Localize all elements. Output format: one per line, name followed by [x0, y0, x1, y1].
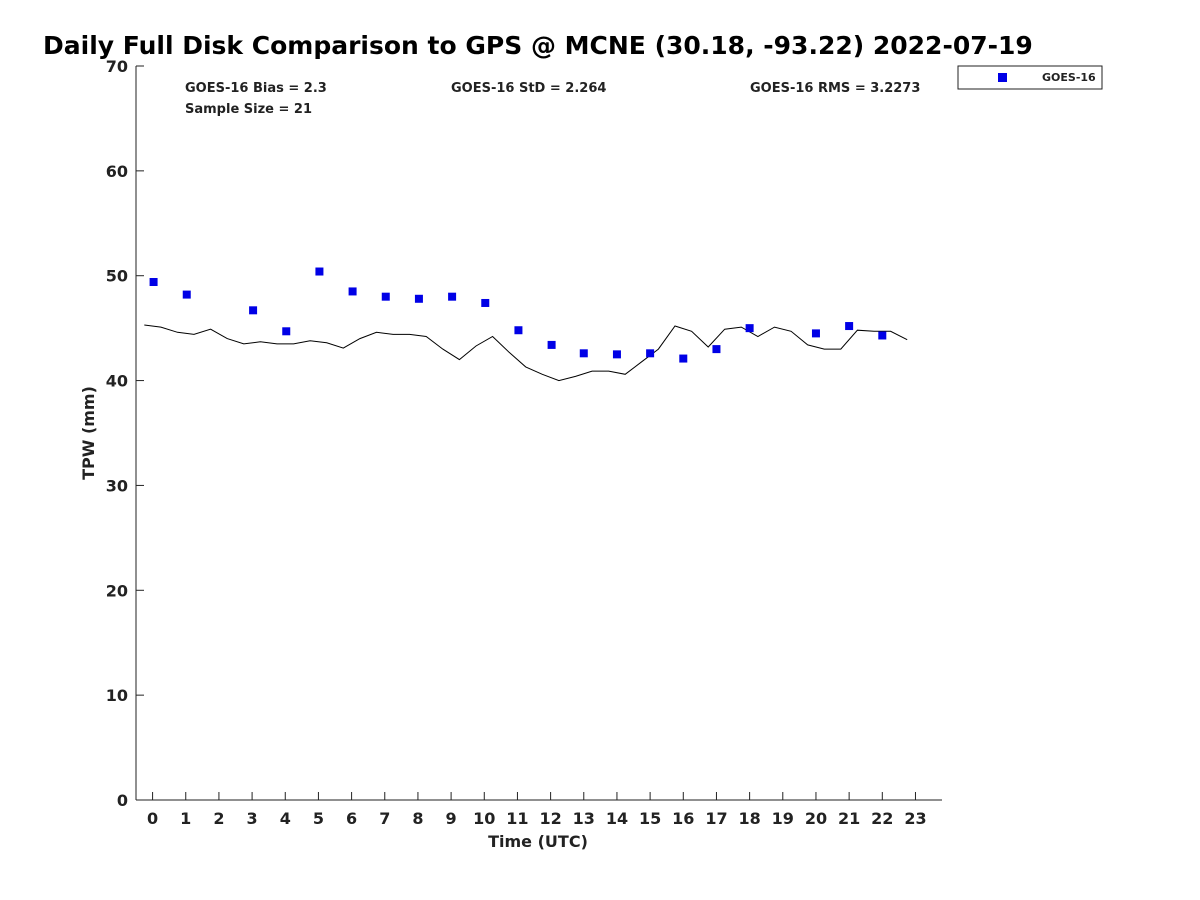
y-axis-label: TPW (mm) [79, 386, 98, 480]
goes16-point [646, 349, 655, 358]
goes16-point [182, 290, 191, 299]
x-tick-label: 3 [247, 809, 258, 828]
y-tick-label: 50 [106, 267, 128, 286]
y-tick-label: 40 [106, 372, 128, 391]
x-tick-label: 18 [738, 809, 760, 828]
x-tick-label: 1 [180, 809, 191, 828]
legend: GOES-16 [957, 65, 1103, 90]
x-tick-label: 0 [147, 809, 158, 828]
x-tick-label: 23 [904, 809, 926, 828]
goes16-point [878, 331, 887, 340]
plot-axes [135, 66, 942, 801]
x-tick-label: 12 [539, 809, 561, 828]
goes16-point [348, 287, 357, 296]
std-stat: GOES-16 StD = 2.264 [451, 81, 606, 96]
x-tick-label: 22 [871, 809, 893, 828]
goes16-point [481, 298, 490, 307]
goes16-point [149, 278, 158, 287]
y-tick-label: 10 [106, 686, 128, 705]
goes16-point [712, 345, 721, 354]
x-tick-label: 20 [805, 809, 827, 828]
x-tick-label: 9 [446, 809, 457, 828]
x-tick-label: 14 [606, 809, 628, 828]
x-tick-label: 21 [838, 809, 860, 828]
x-tick-label: 10 [473, 809, 495, 828]
goes16-point [448, 292, 457, 301]
y-tick-label: 70 [106, 57, 128, 76]
series-layer [144, 267, 908, 382]
x-tick-label: 6 [346, 809, 357, 828]
sample-size-stat: Sample Size = 21 [185, 102, 312, 117]
x-tick-label: 13 [573, 809, 595, 828]
x-tick-label: 15 [639, 809, 661, 828]
y-tick-label: 20 [106, 581, 128, 600]
legend-box [957, 65, 1103, 90]
goes16-point [249, 306, 258, 315]
goes16-point [315, 267, 324, 276]
y-ticks: 0 10 20 30 40 50 60 70 [106, 57, 144, 810]
x-tick-label: 17 [705, 809, 727, 828]
goes16-point [547, 340, 556, 349]
x-tick-label: 4 [280, 809, 291, 828]
x-tick-label: 19 [772, 809, 794, 828]
x-axis-label: Time (UTC) [488, 832, 588, 851]
goes16-point [414, 294, 423, 303]
gps-tpw-line [144, 324, 908, 382]
goes16-point [282, 327, 291, 336]
y-tick-label: 60 [106, 162, 128, 181]
y-tick-label: 0 [117, 791, 128, 810]
goes16-point [514, 326, 523, 335]
goes16-point [811, 329, 820, 338]
goes16-point [612, 350, 621, 359]
goes16-point [745, 324, 754, 333]
goes16-point [381, 292, 390, 301]
legend-marker-goes16 [998, 73, 1007, 82]
x-ticks: 0 1 2 3 4 5 6 7 8 9 10 11 12 13 14 15 16 17 18 19 20 21 22 23 [147, 792, 927, 828]
bias-stat: GOES-16 Bias = 2.3 [185, 81, 327, 96]
x-tick-label: 8 [412, 809, 423, 828]
chart-title: Daily Full Disk Comparison to GPS @ MCNE… [43, 31, 1033, 60]
rms-stat: GOES-16 RMS = 3.2273 [750, 81, 920, 96]
goes16-point [679, 354, 688, 363]
x-tick-label: 2 [213, 809, 224, 828]
x-tick-label: 11 [506, 809, 528, 828]
legend-label-goes16: GOES-16 [1042, 71, 1096, 84]
goes16-point [845, 322, 854, 331]
y-tick-label: 30 [106, 476, 128, 495]
x-tick-label: 7 [379, 809, 390, 828]
x-tick-label: 5 [313, 809, 324, 828]
goes16-point [579, 349, 588, 358]
x-tick-label: 16 [672, 809, 694, 828]
